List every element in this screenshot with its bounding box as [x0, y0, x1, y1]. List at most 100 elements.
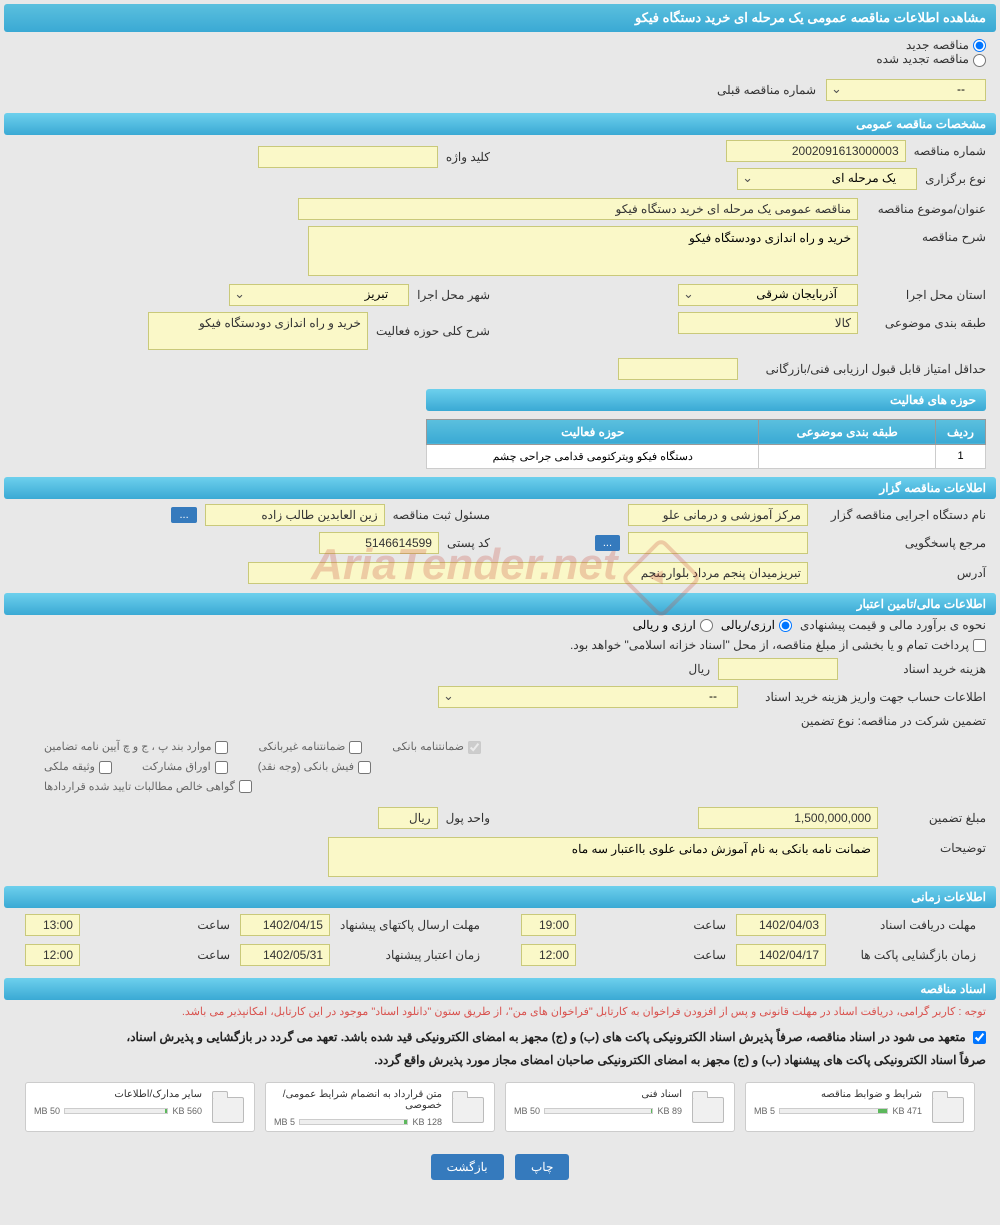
cb-netclaims[interactable]: گواهی خالص مطالبات تایید شده قراردادها	[44, 780, 252, 794]
file-used: 128 KB	[412, 1117, 442, 1127]
cb-regulation[interactable]: موارد بند پ ، ج و چ آیین نامه تضامین	[44, 740, 228, 754]
table-row: 1 دستگاه فیکو ویترکتومی قدامی جراحی چشم	[427, 444, 986, 468]
manager-label: مسئول ثبت مناقصه	[393, 508, 490, 522]
time-word1: ساعت	[586, 918, 726, 932]
time-word3: ساعت	[586, 948, 726, 962]
amount-label: مبلغ تضمین	[886, 811, 986, 825]
subject-label: عنوان/موضوع مناقصه	[866, 202, 986, 216]
progress-bar	[64, 1108, 168, 1114]
section-tenderer: اطلاعات مناقصه گزار	[4, 477, 996, 499]
account-label: اطلاعات حساب جهت واریز هزینه خرید اسناد	[746, 690, 986, 704]
number-field: 2002091613000003	[726, 140, 906, 162]
number-label: شماره مناقصه	[914, 144, 986, 158]
file-max: 5 MB	[754, 1106, 775, 1116]
method-label: نحوه ی برآورد مالی و قیمت پیشنهادی	[800, 618, 986, 632]
red-note: توجه : کاربر گرامی، دریافت اسناد در مهلت…	[4, 1000, 996, 1026]
receive-label: مهلت دریافت اسناد	[836, 918, 976, 932]
progress-bar	[544, 1108, 653, 1114]
type-label: نوع برگزاری	[925, 172, 986, 186]
address-label: آدرس	[816, 566, 986, 580]
receive-date: 1402/04/03	[736, 914, 826, 936]
category-field: کالا	[678, 312, 858, 334]
file-name: اسناد فنی	[514, 1089, 682, 1100]
response-browse-button[interactable]: ...	[595, 535, 620, 551]
back-button[interactable]: بازگشت	[431, 1154, 504, 1180]
cell-idx: 1	[936, 444, 986, 468]
amount-field: 1,500,000,000	[698, 807, 878, 829]
radio-both[interactable]: ارزی و ریالی	[633, 618, 713, 632]
cb-property[interactable]: وثیقه ملکی	[44, 760, 112, 774]
cb-participation[interactable]: اوراق مشارکت	[142, 760, 228, 774]
send-time: 13:00	[25, 914, 80, 936]
activity-table: ردیف طبقه بندی موضوعی حوزه فعالیت 1 دستگ…	[426, 419, 986, 469]
keyword-label: کلید واژه	[446, 150, 490, 164]
notes-field: ضمانت نامه بانکی به نام آموزش دمانی علوی…	[328, 837, 878, 877]
radio-fx[interactable]: ارزی/ریالی	[721, 618, 792, 632]
postal-field: 5146614599	[319, 532, 439, 554]
unit-label: واحد پول	[446, 811, 490, 825]
prev-number-select[interactable]: --	[826, 79, 986, 101]
folder-icon	[930, 1089, 966, 1125]
province-label: استان محل اجرا	[866, 288, 986, 302]
cb-bank[interactable]: ضمانتنامه بانکی	[392, 740, 481, 754]
open-date: 1402/04/17	[736, 944, 826, 966]
print-button[interactable]: چاپ	[515, 1154, 569, 1180]
category-label: طبقه بندی موضوعی	[866, 316, 986, 330]
file-used: 471 KB	[892, 1106, 922, 1116]
radio-renewed[interactable]: مناقصه تجدید شده	[876, 52, 986, 66]
type-select[interactable]: یک مرحله ای	[737, 168, 917, 190]
file-name: شرایط و ضوابط مناقصه	[754, 1089, 922, 1100]
file-card[interactable]: شرایط و ضوابط مناقصه 471 KB 5 MB	[745, 1082, 975, 1132]
receive-time: 19:00	[521, 914, 576, 936]
manager-browse-button[interactable]: ...	[171, 507, 196, 523]
keyword-field[interactable]	[258, 146, 438, 168]
scope-label: شرح کلی حوزه فعالیت	[376, 324, 490, 338]
col-row: ردیف	[936, 419, 986, 444]
col-scope: حوزه فعالیت	[427, 419, 759, 444]
file-card[interactable]: سایر مدارک/اطلاعات560 KB50 MB	[25, 1082, 255, 1132]
desc-label: شرح مناقصه	[866, 226, 986, 244]
province-select[interactable]: آذربایجان شرقی	[678, 284, 858, 306]
radio-new[interactable]: مناقصه جدید	[906, 38, 986, 52]
validity-date: 1402/05/31	[240, 944, 330, 966]
file-card[interactable]: اسناد فنی89 KB50 MB	[505, 1082, 735, 1132]
validity-time: 12:00	[25, 944, 80, 966]
bold-note2: صرفاً اسناد الکترونیکی پاکت های پیشنهاد …	[4, 1049, 996, 1072]
file-used: 89 KB	[657, 1106, 682, 1116]
rial-label: ریال	[688, 662, 710, 676]
city-select[interactable]: تبریز	[229, 284, 409, 306]
org-field: مرکز آموزشی و درمانی علو	[628, 504, 808, 526]
response-label: مرجع پاسخگویی	[816, 536, 986, 550]
progress-bar	[779, 1108, 888, 1114]
file-max: 5 MB	[274, 1117, 295, 1127]
folder-icon	[690, 1089, 726, 1125]
radio-new-label: مناقصه جدید	[906, 38, 969, 52]
section-general: مشخصات مناقصه عمومی	[4, 113, 996, 135]
minscore-label: حداقل امتیاز قابل قبول ارزیابی فنی/بازرگ…	[746, 362, 986, 376]
cell-cat	[759, 444, 936, 468]
guarantee-label: تضمین شرکت در مناقصه: نوع تضمین	[801, 714, 986, 728]
subject-field: مناقصه عمومی یک مرحله ای خرید دستگاه فیک…	[298, 198, 858, 220]
section-finance: اطلاعات مالی/تامین اعتبار	[4, 593, 996, 615]
file-used: 560 KB	[172, 1106, 202, 1116]
file-card[interactable]: متن قرارداد به انضمام شرایط عمومی/خصوصی1…	[265, 1082, 495, 1132]
radio-renewed-label: مناقصه تجدید شده	[876, 52, 969, 66]
commitment-checkbox[interactable]	[973, 1031, 986, 1044]
account-select[interactable]: --	[438, 686, 738, 708]
send-date: 1402/04/15	[240, 914, 330, 936]
cb-cash[interactable]: فیش بانکی (وجه نقد)	[258, 760, 371, 774]
col-category: طبقه بندی موضوعی	[759, 419, 936, 444]
open-label: زمان بازگشایی پاکت ها	[836, 948, 976, 962]
section-activity: حوزه های فعالیت	[426, 389, 986, 411]
doccost-field	[718, 658, 838, 680]
cb-nonbank[interactable]: ضمانتنامه غیربانکی	[258, 740, 362, 754]
file-grid: شرایط و ضوابط مناقصه 471 KB 5 MB اسناد فنی 8…	[4, 1072, 996, 1142]
manager-field: زین العابدین طالب زاده	[205, 504, 385, 526]
cell-scope: دستگاه فیکو ویترکتومی قدامی جراحی چشم	[427, 444, 759, 468]
tender-type-group: مناقصه جدید مناقصه تجدید شده	[4, 32, 996, 73]
page-title: مشاهده اطلاعات مناقصه عمومی یک مرحله ای …	[4, 4, 996, 32]
send-label: مهلت ارسال پاکتهای پیشنهاد	[340, 918, 480, 932]
folder-icon	[210, 1089, 246, 1125]
treasury-checkbox[interactable]: پرداخت تمام و یا بخشی از مبلغ مناقصه، از…	[570, 638, 986, 652]
notes-label: توضیحات	[886, 837, 986, 855]
